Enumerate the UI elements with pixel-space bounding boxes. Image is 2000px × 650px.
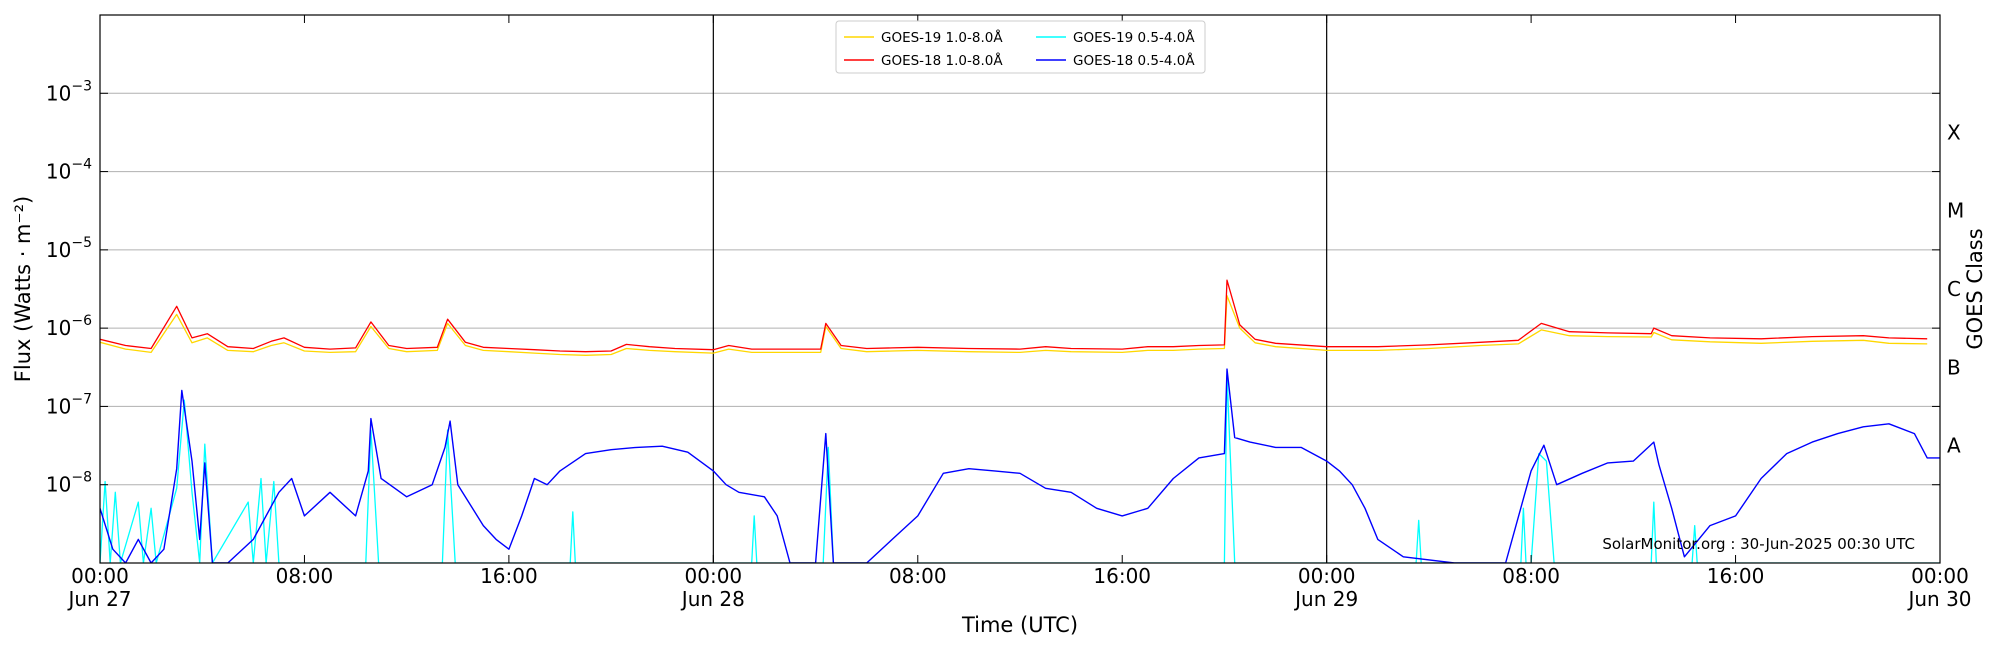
legend-label-goes18-long: GOES-18 1.0-8.0Å — [881, 52, 1003, 69]
x-tick-label: 00:00 — [1911, 564, 1969, 588]
y-tick-label: 10−6 — [46, 313, 92, 340]
goes-class-label: A — [1947, 434, 1961, 458]
x-axis-title: Time (UTC) — [961, 613, 1078, 637]
series-line — [100, 279, 1928, 353]
grid-layer — [100, 92, 1940, 486]
legend-label-goes19-long: GOES-19 1.0-8.0Å — [881, 29, 1003, 46]
y-tick-label: 10−5 — [46, 235, 92, 262]
legend-label-goes19-short: GOES-19 0.5-4.0Å — [1073, 29, 1195, 46]
x-tick-label: 00:00 — [685, 564, 743, 588]
x-tick-label: 08:00 — [276, 564, 334, 588]
goes-class-label: M — [1947, 199, 1964, 223]
x-tick-label: 16:00 — [1707, 564, 1765, 588]
goes-class-label: C — [1947, 277, 1961, 301]
y-tick-label: 10−8 — [46, 470, 92, 497]
series-layer — [100, 279, 1940, 563]
watermark-text: SolarMonitor.org : 30-Jun-2025 00:30 UTC — [1602, 535, 1915, 553]
legend: GOES-19 1.0-8.0Å GOES-18 1.0-8.0Å GOES-1… — [835, 20, 1206, 74]
goes-class-label: X — [1947, 120, 1961, 144]
series-line — [100, 374, 1940, 563]
x-tick-date-label: Jun 28 — [680, 587, 745, 611]
right-y-axis-title: GOES Class — [1963, 228, 1987, 349]
goes-class-label: B — [1947, 355, 1961, 379]
series-line — [100, 295, 1928, 356]
y-tick-label: 10−3 — [46, 78, 92, 105]
x-tick-date-label: Jun 27 — [66, 587, 131, 611]
x-tick-label: 16:00 — [480, 564, 538, 588]
y-tick-label: 10−7 — [46, 391, 92, 418]
x-tick-label: 00:00 — [1298, 564, 1356, 588]
x-tick-label: 16:00 — [1093, 564, 1151, 588]
series-line — [100, 368, 1940, 563]
legend-box — [835, 20, 1206, 74]
x-tick-label: 00:00 — [71, 564, 129, 588]
plot-frame — [99, 14, 1941, 564]
x-tick-label: 08:00 — [1502, 564, 1560, 588]
y-axis-title: Flux (Watts · m⁻²) — [11, 196, 35, 382]
plot-background — [100, 15, 1940, 563]
x-tick-label: 08:00 — [889, 564, 947, 588]
legend-label-goes18-short: GOES-18 0.5-4.0Å — [1073, 52, 1195, 69]
goes-class-axis: A B C M X — [1947, 120, 1964, 457]
y-tick-label: 10−4 — [46, 157, 92, 184]
x-tick-date-label: Jun 29 — [1293, 587, 1358, 611]
x-tick-date-label: Jun 30 — [1906, 587, 1971, 611]
